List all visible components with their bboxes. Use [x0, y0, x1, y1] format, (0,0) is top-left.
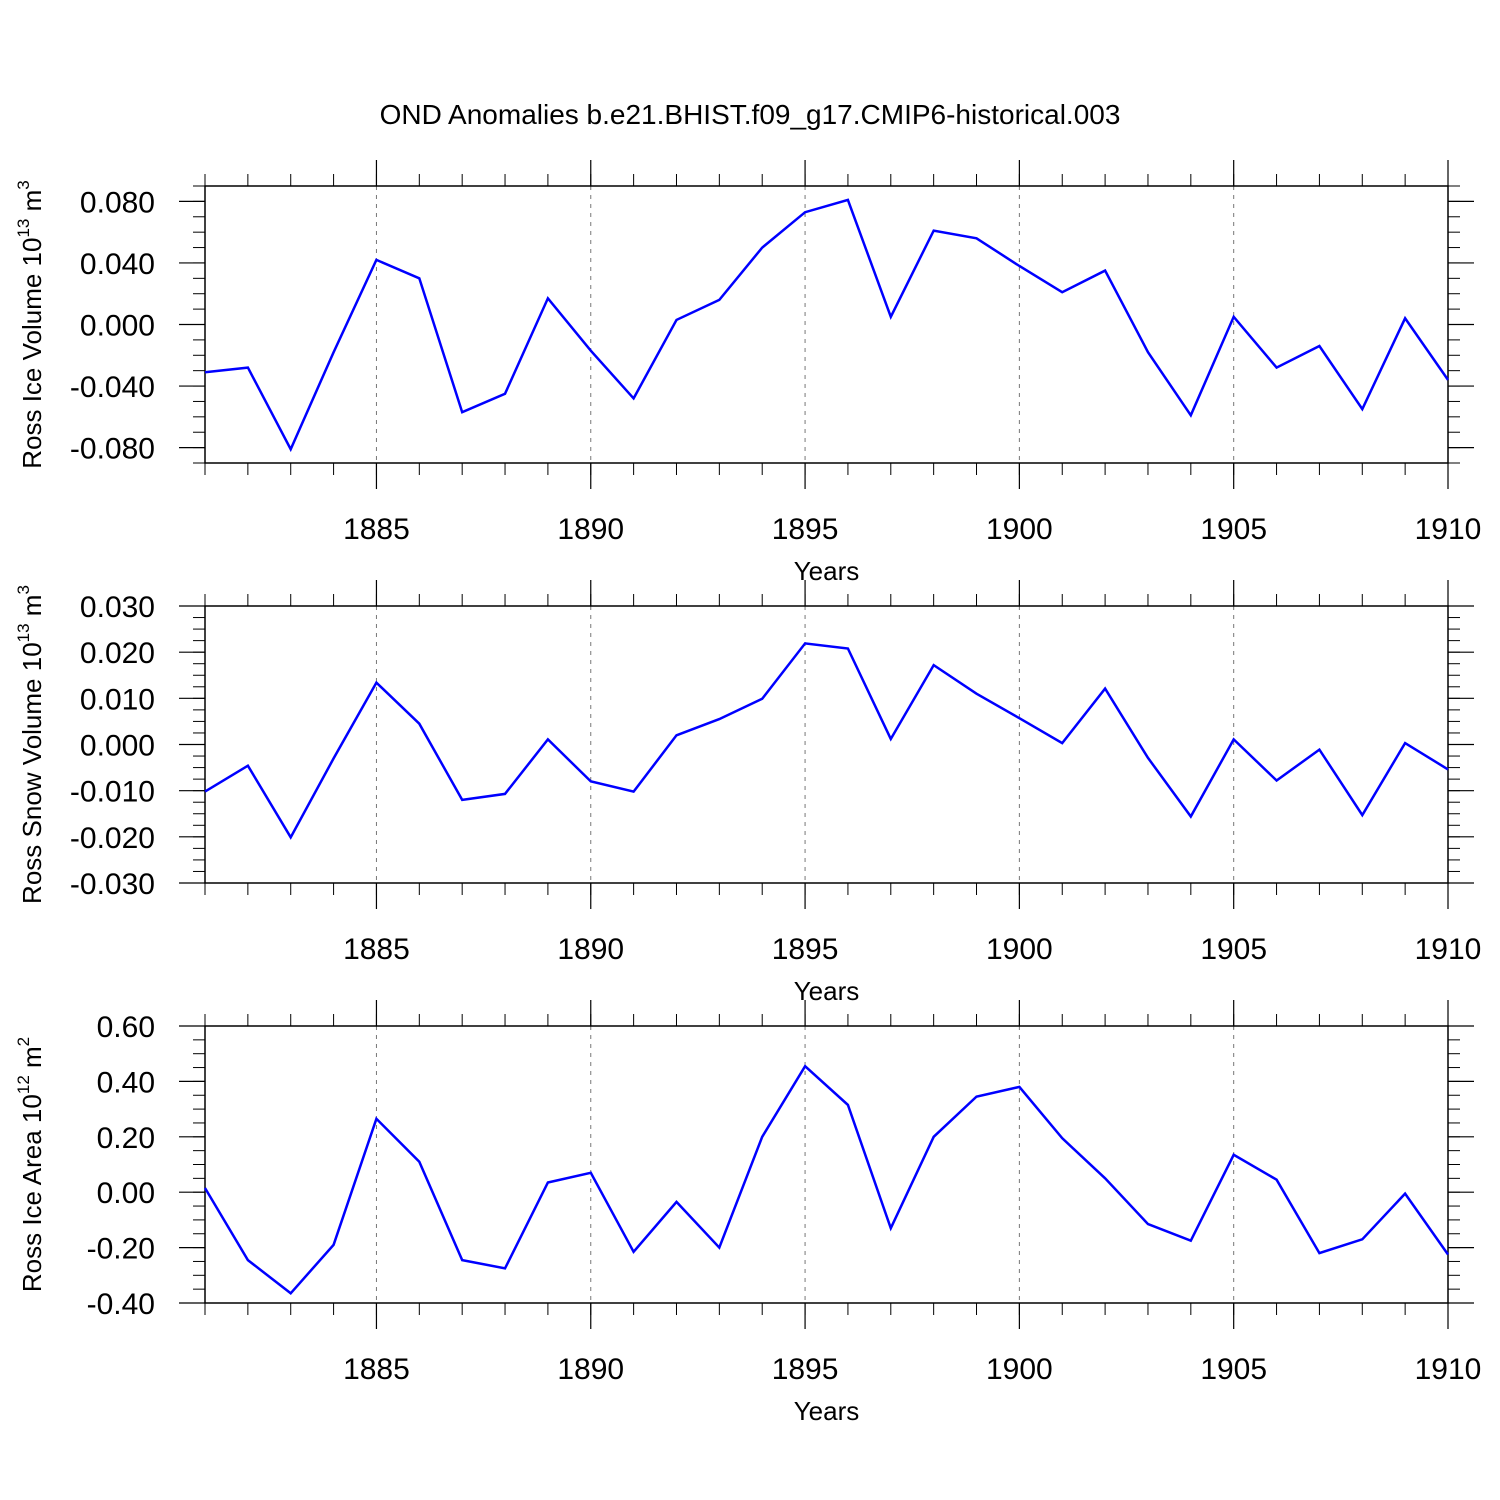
y-axis-title-unit-exponent: 2	[14, 1037, 33, 1046]
x-tick-label: 1885	[343, 1353, 410, 1386]
chart-panel-2: 1885 1890 1895 1900 1905 1910 0.030 0.020 0.010 0…	[14, 580, 1481, 1006]
y-axis-title-main: Ross Ice Volume 10	[17, 238, 47, 469]
y-tick-label: 0.010	[80, 683, 155, 716]
x-tick-label: 1890	[557, 513, 624, 546]
y-axis-title-unit-exponent: 3	[14, 585, 33, 594]
x-tick-label: 1910	[1415, 513, 1482, 546]
y-axis-title: Ross Ice Area 1012 m2	[14, 1037, 47, 1292]
y-tick-label: 0.030	[80, 591, 155, 624]
x-tick-label: 1910	[1415, 1353, 1482, 1386]
series-line	[204, 642, 1449, 840]
x-tick-label: 1905	[1200, 1353, 1267, 1386]
x-tick-label: 1900	[986, 513, 1053, 546]
y-tick-label: -0.20	[87, 1233, 155, 1266]
chart-panel-3: 1885 1890 1895 1900 1905 1910 0.60 0.40 0.20 0.00…	[14, 1000, 1481, 1426]
y-tick-label: -0.40	[87, 1288, 155, 1321]
plot-frame	[204, 185, 1449, 464]
x-tick-label: 1895	[772, 933, 839, 966]
x-tick-label: 1885	[343, 513, 410, 546]
y-axis-title-unit: m	[17, 1046, 47, 1075]
figure-title: OND Anomalies b.e21.BHIST.f09_g17.CMIP6-…	[380, 99, 1121, 130]
chart-panels: 1885 1890 1895 1900 1905 1910 0.080 0.040 0.000 -…	[14, 160, 1481, 1426]
y-tick-label: 0.00	[97, 1177, 155, 1210]
x-tick-label: 1895	[772, 1353, 839, 1386]
x-tick-label: 1885	[343, 933, 410, 966]
y-axis-title-exponent: 13	[14, 623, 33, 642]
x-tick-label: 1900	[986, 1353, 1053, 1386]
x-axis-title: Years	[794, 1396, 860, 1426]
plot-frame	[204, 1025, 1449, 1304]
y-axis-title-unit: m	[17, 190, 47, 219]
y-tick-label: 0.040	[80, 248, 155, 281]
x-tick-label: 1895	[772, 513, 839, 546]
plot-frame	[204, 605, 1449, 884]
x-tick-label: 1910	[1415, 933, 1482, 966]
x-axis-title: Years	[794, 556, 860, 586]
series-line	[203, 1064, 1450, 1296]
y-tick-label: -0.020	[70, 822, 155, 855]
y-tick-label: -0.040	[70, 371, 155, 404]
y-axis-title-exponent: 12	[14, 1075, 33, 1094]
x-tick-label: 1900	[986, 933, 1053, 966]
y-axis-title: Ross Snow Volume 1013 m3	[14, 585, 47, 904]
y-axis-title-exponent: 13	[14, 219, 33, 238]
y-axis-title-main: Ross Snow Volume 10	[17, 642, 47, 904]
y-tick-label: 0.000	[80, 730, 155, 763]
y-tick-label: -0.080	[70, 433, 155, 466]
y-axis-title-unit: m	[17, 595, 47, 624]
y-tick-label: 0.20	[97, 1122, 155, 1155]
y-axis-title-unit-exponent: 3	[14, 180, 33, 189]
x-tick-label: 1890	[557, 1353, 624, 1386]
y-tick-label: -0.030	[70, 868, 155, 901]
series-line	[204, 198, 1450, 453]
y-tick-label: 0.60	[97, 1011, 155, 1044]
y-tick-label: 0.40	[97, 1066, 155, 1099]
x-tick-label: 1905	[1200, 933, 1267, 966]
x-axis-title: Years	[794, 976, 860, 1006]
chart-panel-1: 1885 1890 1895 1900 1905 1910 0.080 0.040 0.000 -…	[14, 160, 1481, 586]
y-axis-title-main: Ross Ice Area 10	[17, 1094, 47, 1292]
y-tick-label: -0.010	[70, 776, 155, 809]
y-tick-label: 0.020	[80, 637, 155, 670]
y-tick-label: 0.080	[80, 186, 155, 219]
x-tick-label: 1890	[557, 933, 624, 966]
y-axis-title: Ross Ice Volume 1013 m3	[14, 180, 47, 469]
y-tick-label: 0.000	[80, 310, 155, 343]
x-tick-label: 1905	[1200, 513, 1267, 546]
